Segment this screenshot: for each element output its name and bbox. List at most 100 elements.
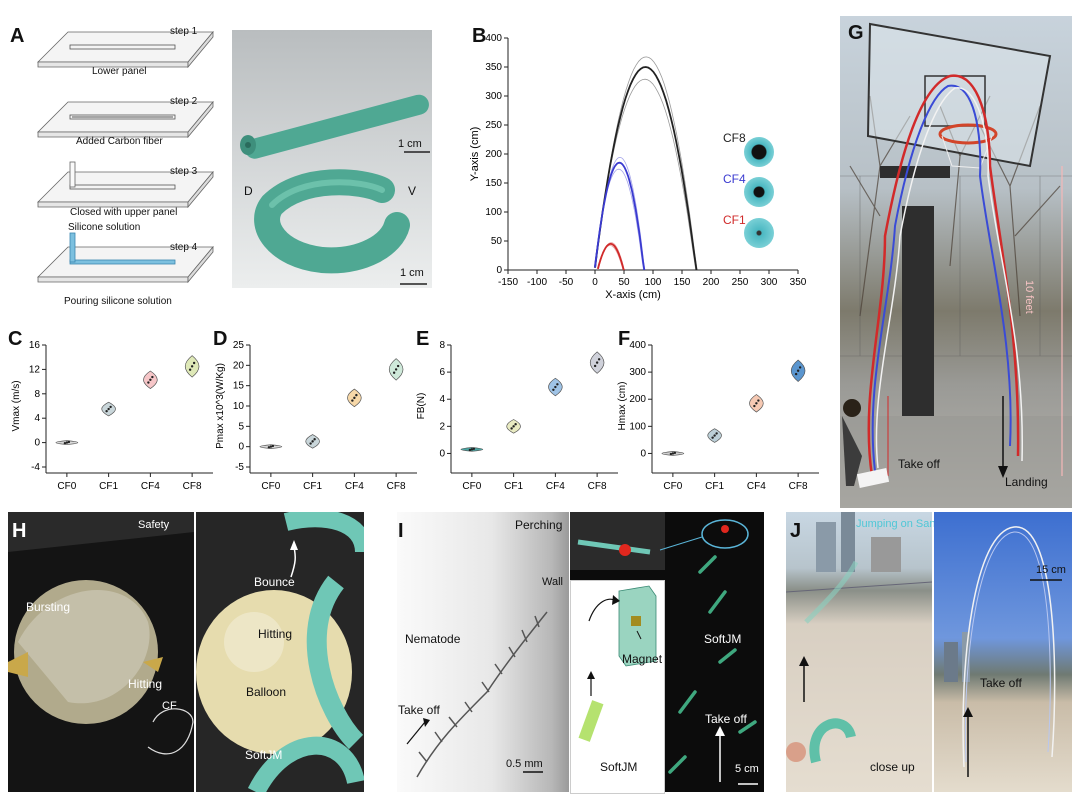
y-tick-label: 16 <box>29 340 41 351</box>
y-tick-label: 8 <box>439 340 445 351</box>
y-tick-label: 5 <box>238 421 244 432</box>
x-tick-label: 350 <box>790 277 807 288</box>
x-tick-label-CF8: CF8 <box>387 481 406 492</box>
x-tick-label: 200 <box>703 277 720 288</box>
series-trial-CF8 <box>593 78 697 271</box>
y-tick-label: 300 <box>629 367 646 378</box>
x-tick-label-CF1: CF1 <box>504 481 523 492</box>
data-point-CF0 <box>271 444 275 448</box>
y-tick-label: 0 <box>640 448 646 459</box>
data-point-CF1 <box>713 434 716 437</box>
step-4-caption: Pouring silicone solution <box>64 296 172 307</box>
data-point-CF8 <box>595 361 599 364</box>
x-tick-label: -150 <box>498 277 518 288</box>
data-point-CF0 <box>65 441 69 444</box>
x-tick-label: 150 <box>674 277 691 288</box>
x-tick-label-CF0: CF0 <box>57 481 76 492</box>
nematode-photo <box>397 512 569 792</box>
nematode-label: Nematode <box>405 632 461 646</box>
y-tick-label: 400 <box>629 340 646 351</box>
step-1-label: step 1 <box>170 26 198 37</box>
panel-label-b: B <box>472 25 487 47</box>
y-axis-label: Pmax x10^3(W/Kg) <box>215 363 226 449</box>
x-tick-label-CF1: CF1 <box>705 481 724 492</box>
data-point-CF0 <box>472 447 476 450</box>
x-tick-label: -50 <box>559 277 574 288</box>
photo-scale-top: 1 cm <box>398 138 422 150</box>
data-point-CF1 <box>512 425 515 428</box>
x-tick-label-CF4: CF4 <box>546 481 565 492</box>
data-point-CF1 <box>510 427 513 430</box>
x-tick-label: 50 <box>618 277 630 288</box>
bounce-label: Bounce <box>254 575 295 589</box>
data-point-CF8 <box>190 365 194 368</box>
fabrication-steps-diagram <box>37 30 214 284</box>
pmax-violin-chart: -5 0 5 10 15 20 25 Pmax x10^3(W/Kg) CF0 CF1 CF4 CF8 <box>215 340 417 492</box>
data-point-CF8 <box>394 368 398 371</box>
x-tick-label: 300 <box>761 277 778 288</box>
x-tick-label-CF8: CF8 <box>789 481 808 492</box>
data-point-CF1 <box>715 432 718 435</box>
legend-label-CF8: CF8 <box>723 131 746 145</box>
data-point-CF8 <box>188 368 192 371</box>
bursting-label: Bursting <box>26 600 71 614</box>
magnet-inset <box>570 580 665 794</box>
take-off-label-g: Take off <box>898 457 940 471</box>
data-point-CF4 <box>151 375 154 379</box>
data-point-CF8 <box>392 371 396 374</box>
softjm-label-i: SoftJM <box>704 632 742 646</box>
sand-jump-photo <box>934 512 1072 792</box>
data-point-CF8 <box>192 361 196 365</box>
data-point-CF1 <box>711 436 714 439</box>
y-tick-label: 15 <box>233 381 245 392</box>
data-point-CF0 <box>63 442 67 445</box>
step-2-label: step 2 <box>170 96 198 107</box>
y-tick-label: 300 <box>485 91 502 102</box>
panel-label-d: D <box>213 328 228 350</box>
straight-rod-image <box>240 94 429 159</box>
y-tick-label: 100 <box>629 421 646 432</box>
take-off-label-i2: Take off <box>705 712 747 726</box>
y-tick-label: 10 <box>233 401 245 412</box>
hitting-label-right: Hitting <box>258 627 293 641</box>
y-tick-label: 4 <box>34 413 40 424</box>
y-tick-label: 50 <box>491 236 503 247</box>
scale-label-i2: 5 cm <box>735 763 759 775</box>
step-3-panel <box>37 161 214 209</box>
data-point-CF8 <box>396 364 400 368</box>
jumping-sand-title: Jumping on Sand <box>856 518 942 530</box>
hmax-violin-chart: 0 100 200 300 400 Hmax (cm) CF0 CF1 CF4 CF8 <box>617 340 819 492</box>
y-tick-label: 0 <box>34 438 40 449</box>
force-violin-chart: 0 2 4 6 8 FB(N) CF0 CF1 CF4 CF8 <box>416 340 618 492</box>
panel-label-h: H <box>12 520 27 542</box>
close-up-label: close up <box>870 760 915 774</box>
ventral-label: V <box>408 184 417 198</box>
data-point-CF8 <box>798 366 802 369</box>
basketball-court-photo <box>840 16 1072 508</box>
panel-label-g: G <box>848 22 864 44</box>
x-tick-label: 250 <box>732 277 749 288</box>
y-tick-label: 20 <box>233 360 245 371</box>
softjm-photo <box>232 30 432 288</box>
series-line-CF4 <box>594 161 646 271</box>
y-tick-label: 4 <box>439 394 445 405</box>
step-3-label: step 3 <box>170 166 198 177</box>
cf1-thumbnail <box>744 218 774 248</box>
step-4-panel <box>37 232 214 284</box>
data-point-CF4 <box>556 383 559 386</box>
step-2-panel <box>37 100 214 139</box>
sand-closeup-photo <box>786 512 932 792</box>
dorsal-label: D <box>244 184 253 198</box>
data-point-CF4 <box>355 393 358 397</box>
data-point-CF0 <box>671 452 675 455</box>
data-point-CF1 <box>107 407 110 411</box>
x-tick-label: 0 <box>592 277 598 288</box>
data-point-CF4 <box>149 378 152 381</box>
data-point-CF0 <box>673 451 677 455</box>
y-tick-label: 12 <box>29 364 41 375</box>
perching-label: Perching <box>515 518 563 532</box>
panel-label-e: E <box>416 328 430 350</box>
x-tick-label-CF4: CF4 <box>141 481 160 492</box>
y-axis-label: Hmax (cm) <box>617 382 628 431</box>
panel-label-c: C <box>8 328 23 350</box>
